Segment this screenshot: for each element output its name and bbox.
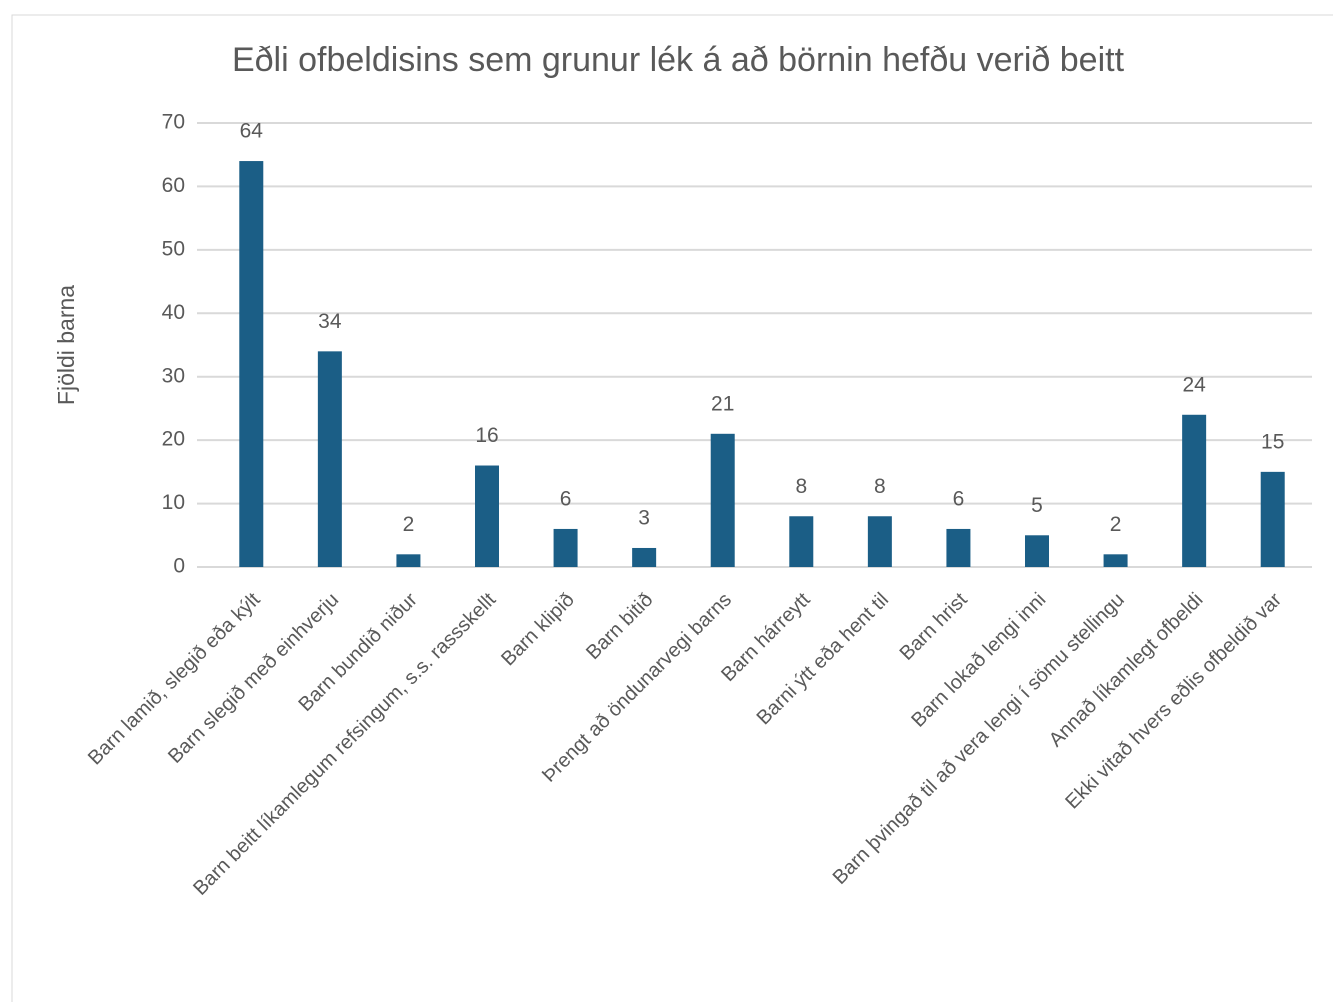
data-label: 16 [475, 424, 498, 447]
data-label: 64 [240, 120, 264, 143]
x-tick-label: Barn þvingað til að vera lengi í sömu st… [829, 589, 1129, 889]
bar [1025, 535, 1049, 567]
bar [553, 528, 578, 567]
data-label: 3 [638, 507, 650, 530]
y-tick-label: 30 [162, 364, 185, 387]
bar [317, 351, 342, 567]
data-label: 24 [1182, 373, 1206, 396]
x-tick-label: Barn bitið [582, 589, 657, 664]
data-label: 15 [1261, 430, 1284, 453]
x-tick-label: Barni ýtt eða hent til [753, 589, 894, 730]
y-tick-label: 60 [162, 174, 185, 197]
data-label: 21 [711, 392, 734, 415]
data-label: 2 [403, 513, 415, 536]
data-label: 34 [318, 310, 342, 333]
y-tick-label: 50 [162, 237, 185, 260]
bar [789, 516, 814, 567]
x-tick-label: Barn lokað lengi inni [907, 589, 1050, 732]
data-label: 8 [795, 475, 807, 498]
bar [946, 528, 971, 567]
bar [1260, 471, 1285, 567]
x-tick-label: Barn beitt líkamlegum refsingum, s.s. ra… [189, 588, 500, 899]
bar [867, 516, 892, 567]
x-tick-label: Annað líkamlegt ofbeldi [1045, 589, 1208, 752]
chart-title: Eðli ofbeldisins sem grunur lék á að bör… [232, 41, 1125, 79]
y-axis-label: Fjöldi barna [53, 285, 79, 405]
bar [710, 433, 735, 567]
bar [239, 161, 264, 568]
y-tick-label: 10 [162, 491, 185, 514]
bar [1182, 414, 1207, 567]
y-tick-label: 0 [173, 555, 185, 578]
data-label: 8 [874, 475, 886, 498]
y-tick-label: 70 [162, 111, 185, 134]
x-tick-label: Barn klipið [497, 589, 579, 671]
bar [1103, 554, 1128, 567]
bar [632, 547, 657, 567]
bar [475, 465, 499, 567]
data-label: 6 [953, 487, 965, 510]
data-label: 5 [1031, 494, 1043, 517]
data-label: 2 [1110, 513, 1122, 536]
data-label: 6 [560, 487, 572, 510]
chart-frame [11, 14, 1333, 1007]
y-tick-label: 40 [162, 301, 185, 324]
y-tick-label: 20 [162, 428, 185, 451]
x-tick-label: Barn hrist [896, 588, 972, 664]
bar [396, 554, 421, 567]
